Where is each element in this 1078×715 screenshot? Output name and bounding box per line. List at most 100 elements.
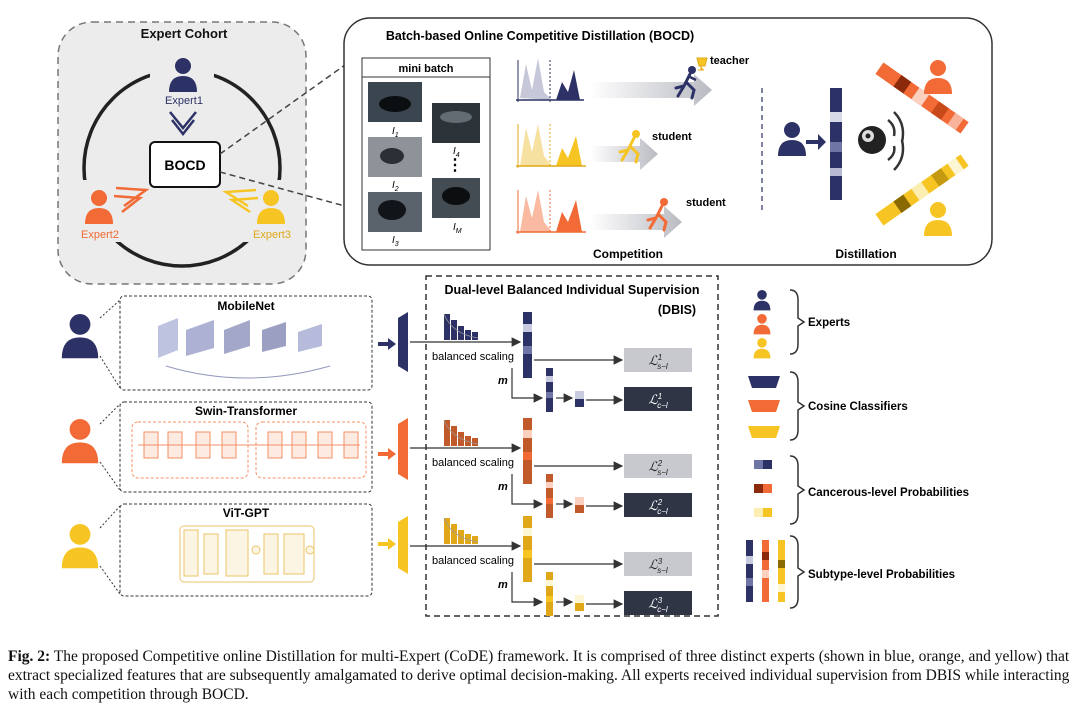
prob-cell xyxy=(523,430,532,438)
chevron-left-icon xyxy=(222,188,259,214)
loss-box-s xyxy=(624,348,692,372)
dbis-title: Dual-level Balanced Individual Supervisi… xyxy=(445,283,700,297)
figure-caption: Fig. 2: The proposed Competitive online … xyxy=(8,647,1070,704)
balanced-scaling-label: balanced scaling xyxy=(432,351,514,363)
subtype-prob-column xyxy=(523,312,532,378)
prob-cell xyxy=(546,482,553,488)
prob-cell xyxy=(523,346,532,354)
masked-prob-column xyxy=(546,368,553,412)
m-label: m xyxy=(498,579,508,591)
orange-prob-bar xyxy=(875,62,969,134)
scaling-bar xyxy=(465,534,471,544)
scaling-bar xyxy=(451,320,457,340)
arrow xyxy=(511,368,544,403)
loss-box-c xyxy=(624,387,692,411)
scaling-bar xyxy=(444,518,450,544)
competition-label: Competition xyxy=(593,247,663,261)
classifier-yellow xyxy=(398,516,408,574)
bocd-panel: Batch-based Online Competitive Distillat… xyxy=(343,17,993,266)
expert1-label: Expert1 xyxy=(165,95,203,107)
balanced-scaling-label: balanced scaling xyxy=(432,555,514,567)
classifier-orange xyxy=(398,418,408,480)
expert2-label: Expert2 xyxy=(81,229,119,241)
cohort-title: Expert Cohort xyxy=(141,26,228,41)
scaling-bar xyxy=(444,420,450,446)
vitgpt-label: ViT-GPT xyxy=(223,506,270,520)
expert2-backbone-icon xyxy=(61,419,99,464)
loss-box-c xyxy=(624,493,692,517)
legend-classifiers-label: Cosine Classifiers xyxy=(808,401,908,413)
cancer-prob-cell xyxy=(575,595,584,603)
scaling-bar xyxy=(472,332,478,340)
competition-chart-student2 xyxy=(516,190,586,234)
image-label-4: I4 xyxy=(453,146,460,159)
student2-label: student xyxy=(686,197,726,209)
image-label-1: I1 xyxy=(392,126,399,139)
mobilenet-label: MobileNet xyxy=(217,299,274,313)
legend-subtype-probs: Subtype-level Probabilities xyxy=(746,535,955,609)
backbone-mobilenet: MobileNet xyxy=(61,295,408,391)
distillation-label: Distillation xyxy=(835,247,896,261)
legend: Experts Cosine Classifiers Cancerous-lev… xyxy=(746,289,969,609)
competition-chart-teacher xyxy=(516,58,584,102)
competition-chart-student1 xyxy=(516,124,586,168)
scaling-bar xyxy=(472,438,478,446)
runner-student1-icon xyxy=(618,130,640,164)
legend-cancer-label: Cancerous-level Probabilities xyxy=(808,487,969,499)
chevron-down-icon xyxy=(169,111,197,137)
cancer-prob-cell xyxy=(575,603,584,611)
runner-student2-icon xyxy=(646,198,668,232)
cancer-prob-cell xyxy=(575,497,584,505)
legend-cancer-probs: Cancerous-level Probabilities xyxy=(754,455,969,525)
backbone-vitgpt: ViT-GPT xyxy=(61,503,408,597)
bocd-center-label: BOCD xyxy=(164,157,205,173)
dbis-panel: Dual-level Balanced Individual Supervisi… xyxy=(425,275,719,617)
loss-box-c xyxy=(624,591,692,615)
yellow-prob-bar xyxy=(875,154,969,226)
caption-text: The proposed Competitive online Distilla… xyxy=(8,648,1070,703)
cancer-prob-cell xyxy=(575,391,584,399)
image-label-m: IM xyxy=(453,222,462,235)
brain-icon xyxy=(858,126,886,154)
scaling-bar xyxy=(465,330,471,340)
chevron-right-icon xyxy=(113,186,150,213)
cancer-prob-cell xyxy=(575,505,584,513)
prob-cell xyxy=(523,528,532,536)
trophy-icon xyxy=(696,57,708,71)
masked-prob-column xyxy=(546,572,553,616)
teacher-prob-bar xyxy=(830,88,842,200)
m-label: m xyxy=(498,481,508,493)
prob-cell xyxy=(523,324,532,332)
prob-cell xyxy=(546,376,553,382)
scaling-bar xyxy=(444,314,450,340)
prob-cell xyxy=(546,596,553,602)
expert1-backbone-icon xyxy=(61,314,99,359)
legend-classifiers: Cosine Classifiers xyxy=(748,371,908,441)
legend-experts-label: Experts xyxy=(808,317,850,329)
prob-cell xyxy=(546,580,553,586)
subtype-prob-column xyxy=(523,418,532,484)
arrow xyxy=(511,572,544,607)
cancer-prob-cell xyxy=(575,399,584,407)
scaling-bar xyxy=(472,536,478,544)
dbis-abbr: (DBIS) xyxy=(658,303,696,317)
prob-cell xyxy=(546,498,553,504)
scaling-bar xyxy=(451,524,457,544)
prob-cell xyxy=(546,392,553,398)
legend-experts: Experts xyxy=(753,289,850,359)
scaling-curve xyxy=(443,517,479,543)
loss-c-label: ℒ3 c−l xyxy=(648,596,668,614)
image-label-3: I3 xyxy=(392,235,399,248)
bocd-center-box xyxy=(149,141,221,188)
caption-label: Fig. 2: xyxy=(8,648,51,665)
loss-box-s xyxy=(624,454,692,478)
vertical-dots: ⋮ xyxy=(447,157,463,174)
scaling-bar xyxy=(465,436,471,446)
loss-s-label: ℒ3 s−l xyxy=(648,557,668,575)
balanced-scaling-label: balanced scaling xyxy=(432,457,514,469)
prob-cell xyxy=(523,452,532,460)
expert3-backbone-icon xyxy=(61,524,99,569)
student1-label: student xyxy=(652,131,692,143)
subtype-prob-column xyxy=(523,516,532,582)
loss-s-label: ℒ2 s−l xyxy=(648,459,668,477)
